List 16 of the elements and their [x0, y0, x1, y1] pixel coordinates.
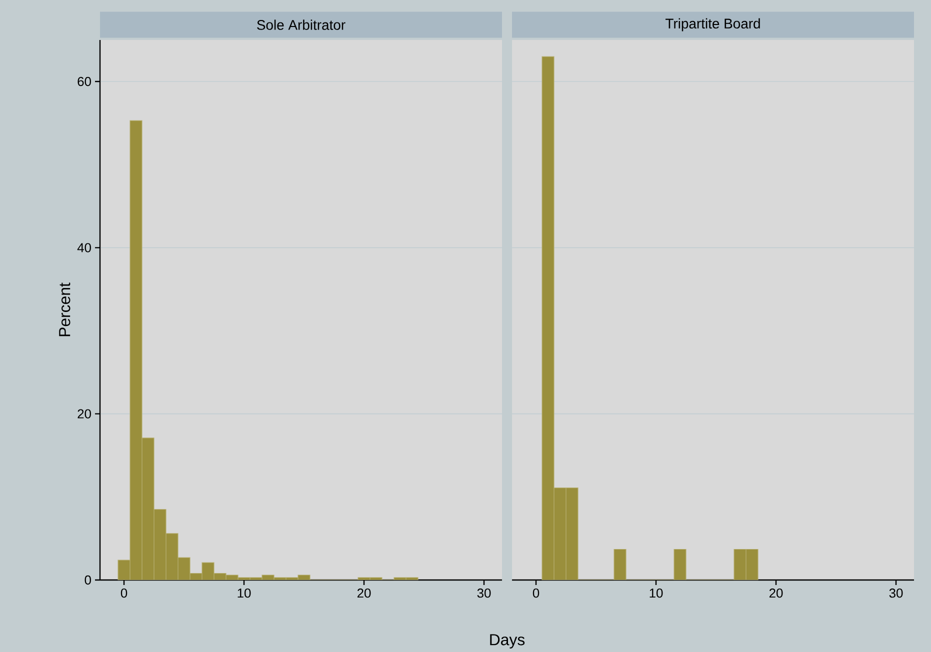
x-tick-label: 0: [532, 588, 540, 598]
y-tick-label: 20: [78, 409, 91, 418]
y-tick-label: 60: [78, 76, 91, 86]
y-tick-label: 40: [77, 243, 91, 252]
y-tick-label: 0: [84, 575, 91, 585]
x-axis-title: Days: [490, 634, 525, 648]
x-tick-label: 30: [477, 588, 491, 598]
chart-title: Sole Arbitrator: [257, 20, 346, 30]
chart-title: Tripartite Board: [666, 18, 760, 32]
x-tick-label: 0: [120, 588, 128, 598]
x-tick-label: 20: [769, 588, 783, 598]
x-tick-label: 20: [357, 588, 371, 598]
y-axis-title: Percent: [59, 282, 70, 336]
x-tick-label: 10: [650, 588, 663, 598]
x-tick-label: 30: [889, 588, 903, 598]
x-tick-label: 10: [238, 588, 251, 598]
